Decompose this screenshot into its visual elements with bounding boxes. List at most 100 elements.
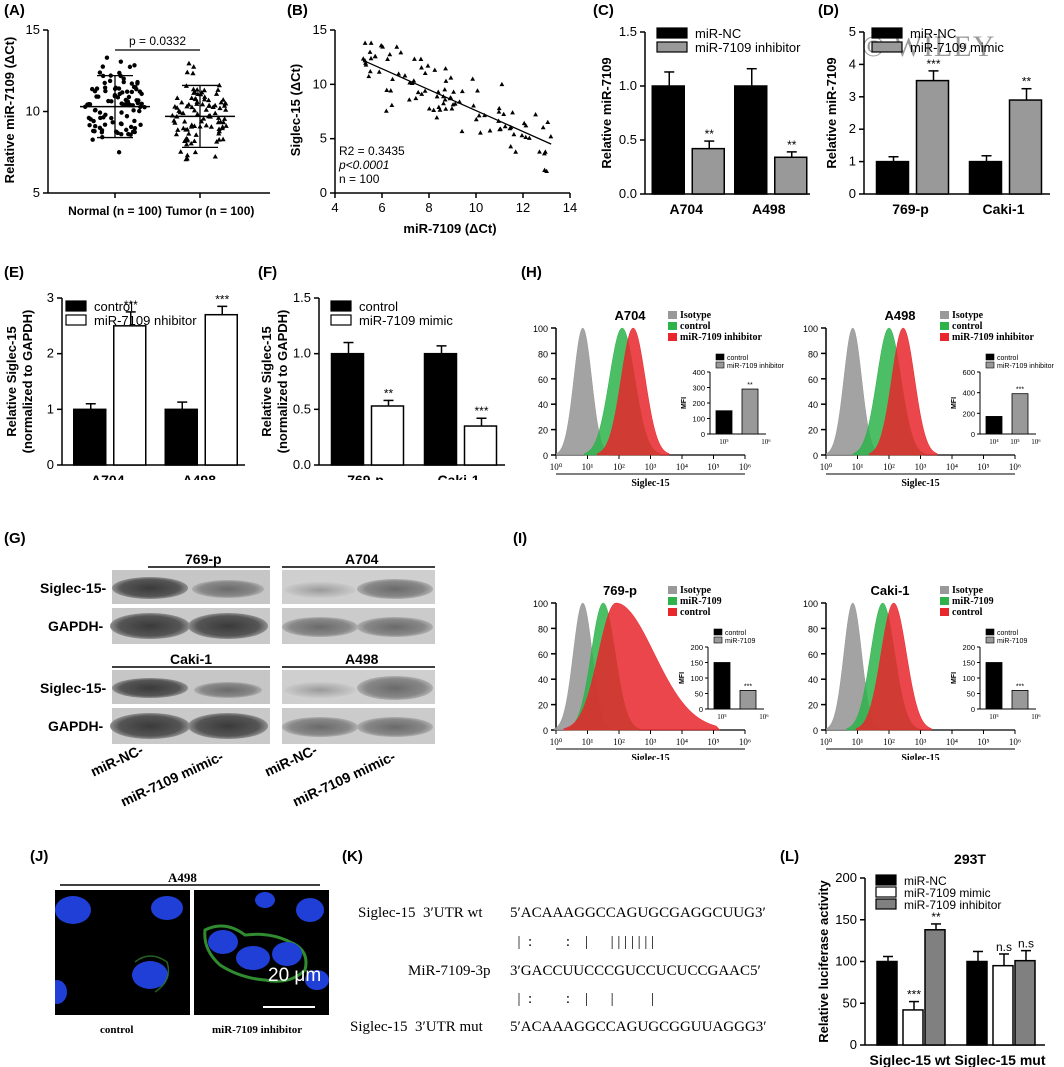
a-point: [119, 101, 124, 106]
c-legend-label: miR-7109 inhibitor: [695, 40, 801, 55]
i2-inset-sig: ***: [1016, 683, 1024, 690]
a-point: [97, 125, 103, 130]
i2-inset-legend-label: miR-7109: [997, 638, 1027, 645]
b-point: [376, 69, 382, 74]
a-point: [172, 104, 178, 109]
a-point: [179, 99, 185, 105]
a-point: [180, 125, 186, 131]
a-point: [201, 96, 208, 102]
c-legend-label: miR-NC: [695, 26, 741, 41]
a-point: [186, 131, 192, 136]
b-point: [443, 106, 449, 111]
b-point: [422, 88, 428, 93]
h1-x-tick-label: 10⁰: [550, 462, 563, 472]
i1-inset-x-tick-label: 10⁶: [759, 713, 769, 721]
c-sig: **: [705, 127, 715, 141]
i2-inset-tick-label: 0: [971, 705, 975, 714]
a-point: [91, 118, 96, 124]
h1-legend-swatch: [668, 311, 677, 319]
f-bar: [330, 352, 365, 466]
b-point: [443, 66, 448, 71]
d-y-tick-label: 1: [849, 154, 856, 169]
a-point: [121, 79, 126, 85]
i2-legend-swatch: [940, 608, 949, 616]
i2-inset-legend-label: control: [997, 630, 1018, 637]
a-point: [202, 94, 208, 99]
a-point: [97, 70, 103, 75]
l-sig: n.s: [996, 940, 1012, 954]
b-fit-line: [362, 59, 552, 145]
a-point: [126, 94, 132, 100]
i1-inset-bar: [713, 662, 731, 710]
b-point: [406, 97, 412, 102]
b-point: [459, 128, 465, 134]
a-point: [109, 115, 114, 121]
b-point: [496, 105, 502, 111]
i1-inset-tick-label: 150: [690, 659, 703, 668]
seq-mut: 5′ACAAAGGCCAGUGCGGUUAGGG3′: [510, 1019, 767, 1035]
a-point: [172, 120, 178, 125]
b-point: [426, 106, 432, 111]
a-point: [183, 135, 189, 141]
b-point: [498, 126, 503, 131]
h2-legend-swatch: [940, 333, 949, 341]
a-point: [99, 130, 105, 135]
seq-match-2: | : : | | |: [510, 991, 655, 1007]
h2-inset-tick-label: 200: [962, 409, 975, 418]
l-y-tick-label: 150: [835, 912, 857, 927]
h1-legend-label: miR-7109 inhibitor: [680, 332, 763, 343]
i2-legend-label: control: [952, 607, 983, 618]
a-ylabel: Relative miR-7109 (ΔCt): [2, 37, 17, 184]
a-point: [176, 108, 182, 113]
a-point: [104, 55, 110, 60]
h1-inset-legend-label: miR-7109 inhibitor: [727, 363, 784, 370]
c-y-tick-label: 0.0: [619, 186, 637, 201]
f-legend-swatch: [330, 300, 352, 312]
a-point: [194, 87, 200, 92]
b-y-tick-label: 10: [313, 76, 327, 91]
f-sig: **: [384, 386, 394, 400]
i1-x-tick-label: 10¹: [582, 737, 594, 747]
b-point: [448, 75, 454, 80]
h1-inset-sig: **: [747, 382, 753, 389]
h1-legend-swatch: [668, 333, 677, 341]
a-point: [215, 115, 222, 120]
e-ylabel2: (normalized to GAPDH): [20, 310, 35, 454]
e-sig: ***: [215, 292, 229, 306]
h1-x-tick-label: 10⁶: [739, 462, 751, 472]
b-point: [542, 167, 547, 172]
i1-inset-tick-label: 100: [690, 674, 703, 683]
l-legend-swatch: [875, 886, 897, 898]
i2-inset-x-tick-label: 10⁶: [1031, 713, 1041, 721]
a-point: [174, 95, 180, 100]
b-point: [418, 56, 424, 61]
b-point: [363, 60, 368, 65]
b-point: [411, 78, 417, 83]
a-point: [195, 91, 201, 97]
b-point: [415, 89, 421, 95]
h1-inset-x-tick-label: 10⁵: [719, 438, 729, 446]
h1-x-tick-label: 10⁴: [676, 462, 688, 472]
e-bar: [113, 325, 147, 466]
b-point: [437, 107, 443, 112]
h1-inset-bar: [741, 388, 759, 435]
chart-i-caki1: 0 20 40 60 80 100 10⁰ 10¹ 10² 10³ 10⁴ 10⁵ 10⁶ Siglec-…: [803, 583, 1041, 760]
d-x-tick-label: Caki-1: [982, 201, 1024, 217]
i1-histogram-2: [563, 602, 721, 731]
b-point: [476, 113, 482, 118]
l-legend-label: miR-7109 inhibitor: [904, 898, 1001, 912]
h2-x-tick-label: 10²: [883, 462, 895, 472]
h1-legend-swatch: [668, 322, 677, 330]
chart-l: 0 50 100 150 200 Relative luciferase activity…: [816, 851, 1046, 1067]
d-bar: [1008, 99, 1043, 195]
d-sig: ***: [926, 57, 940, 71]
i2-x-tick-label: 10⁰: [820, 737, 833, 747]
i1-inset-legend-label: miR-7109: [725, 638, 755, 645]
a-point: [92, 124, 98, 129]
b-point: [368, 55, 374, 61]
chart-a: 5 10 15 Relative miR-7109 (ΔCt) Normal (n = …: [2, 22, 270, 218]
i2-legend-label: miR-7109: [952, 596, 994, 607]
b-point: [434, 94, 440, 99]
a-point: [96, 94, 101, 99]
a-point: [193, 132, 199, 137]
